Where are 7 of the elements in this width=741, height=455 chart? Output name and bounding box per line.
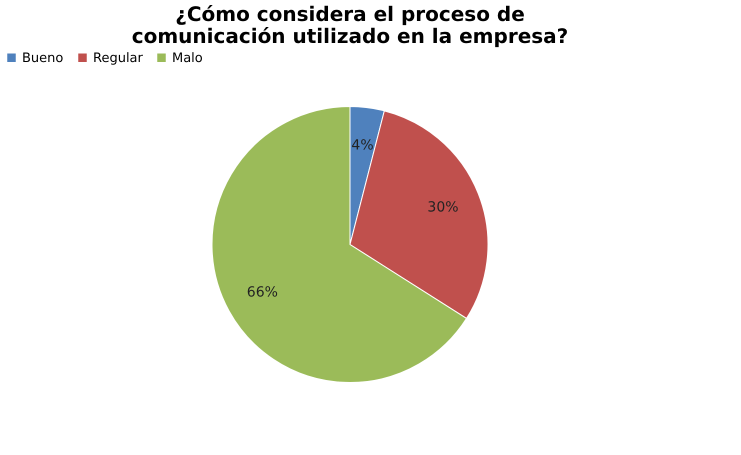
legend-label: Malo — [172, 50, 203, 66]
data-label: 66% — [246, 284, 278, 301]
legend-label: Bueno — [22, 50, 64, 66]
chart-title: ¿Cómo considera el proceso de comunicación utilizado en la empresa? — [132, 2, 568, 48]
data-label: 30% — [427, 200, 459, 216]
data-label: 4% — [351, 137, 374, 154]
legend-label: Regular — [93, 50, 144, 66]
